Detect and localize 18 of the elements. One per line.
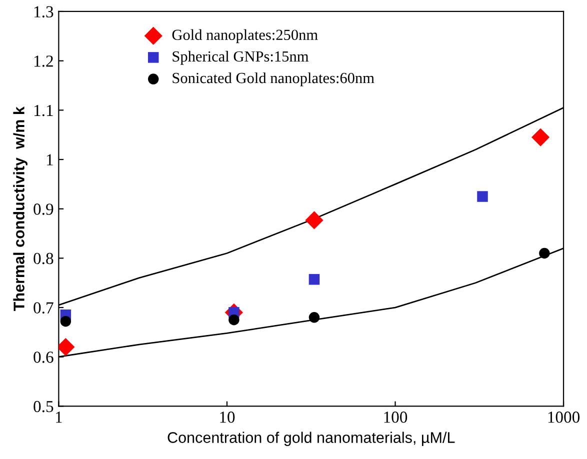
y-tick-label: 0.5 <box>34 400 54 412</box>
x-tick-label: 1 <box>56 412 62 423</box>
y-tick-label: 0.8 <box>34 252 54 264</box>
y-tick-label: 1.3 <box>34 6 54 18</box>
legend-label: Spherical GNPs:15nm <box>172 50 309 65</box>
x-tick-label: 100 <box>384 412 408 423</box>
legend-label: Gold nanoplates:250nm <box>172 29 318 44</box>
y-tick-label: 1 <box>46 154 53 166</box>
y-tick-label: 0.6 <box>34 352 54 363</box>
y-tick-label: 1.1 <box>34 104 53 116</box>
y-axis-title: Thermal conductivity w/m k <box>13 106 28 311</box>
y-tick-label: 0.7 <box>34 302 54 314</box>
legend-label: Sonicated Gold nanoplates:60nm <box>172 72 374 86</box>
x-tick-label: 10 <box>220 412 235 423</box>
y-tick-label: 1.2 <box>34 56 53 67</box>
y-tick-label: 0.9 <box>34 204 54 215</box>
x-tick-label: 1000 <box>548 412 580 423</box>
x-axis-title: Concentration of gold nanomaterials, µM/L <box>168 432 455 446</box>
